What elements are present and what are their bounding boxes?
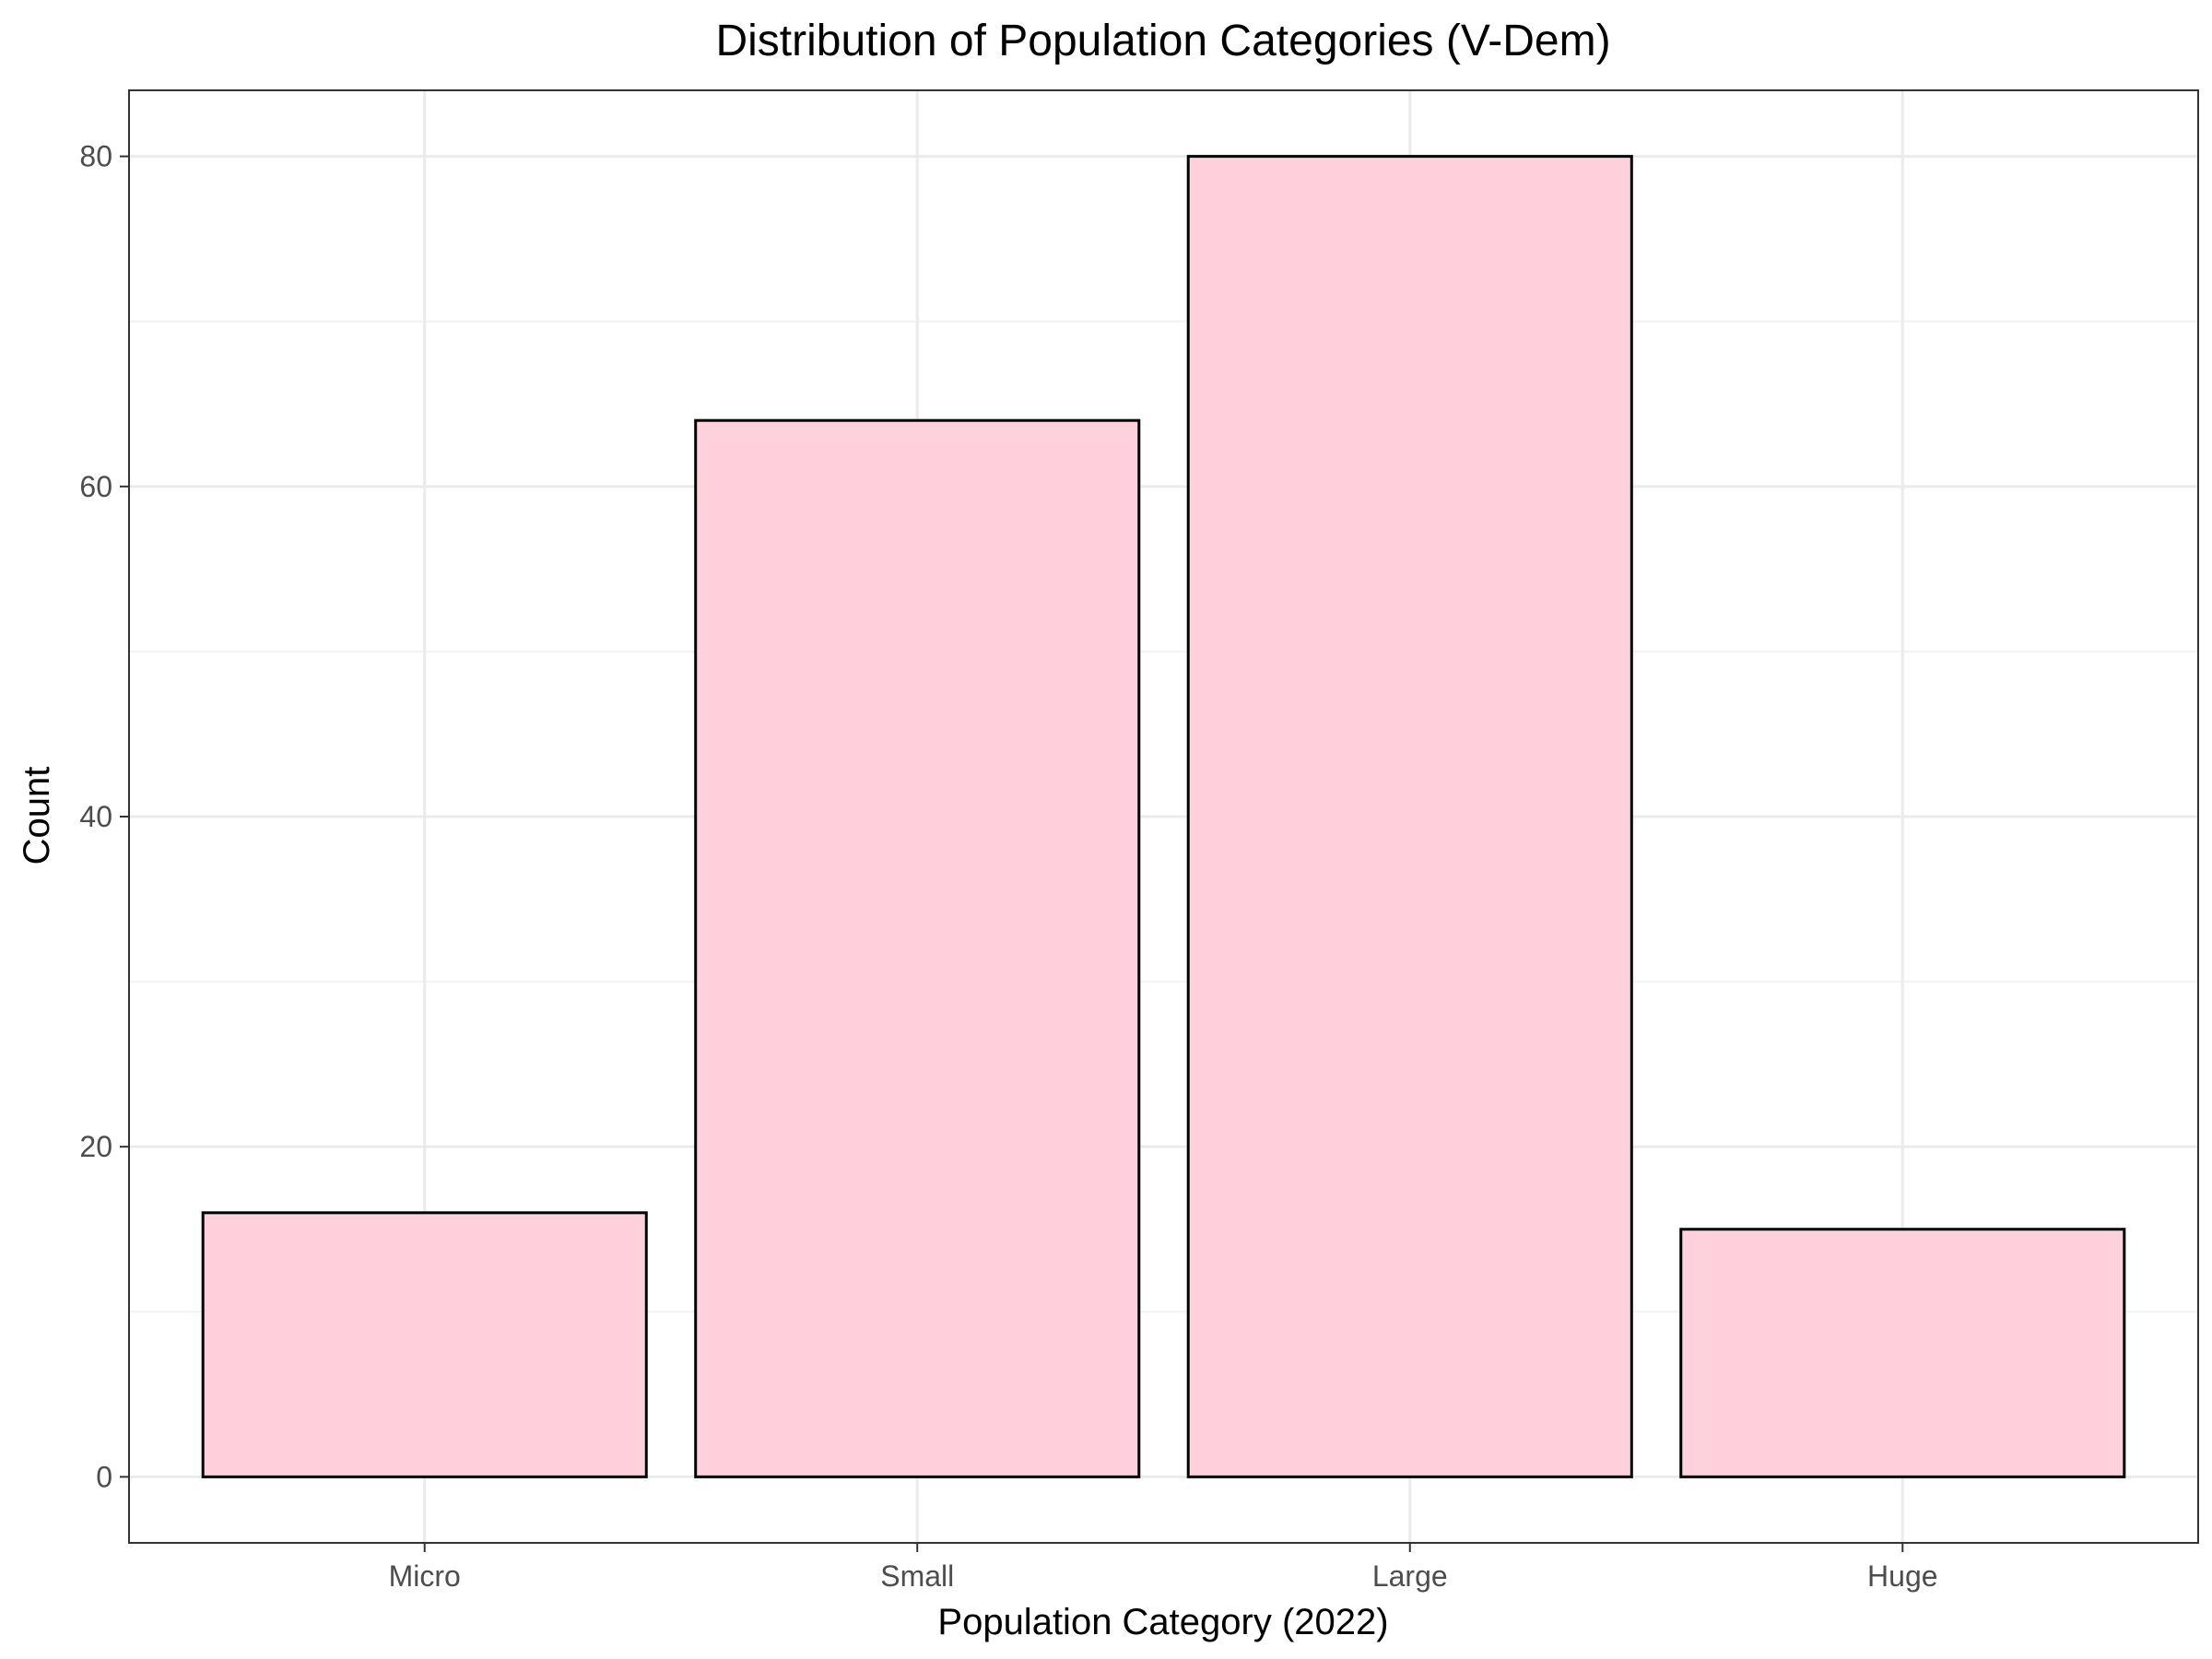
y-tick-label: 60 bbox=[79, 470, 112, 503]
y-axis-title: Count bbox=[17, 767, 57, 865]
x-tick-label-small: Small bbox=[880, 1559, 954, 1593]
y-axis: 0 20 40 60 80 bbox=[79, 140, 129, 1493]
bars bbox=[201, 155, 2126, 1478]
bar-micro bbox=[201, 1211, 648, 1478]
x-tick-label-large: Large bbox=[1372, 1559, 1448, 1593]
y-tick-label: 40 bbox=[79, 800, 112, 833]
x-axis: Micro Small Large Huge bbox=[389, 1543, 1938, 1593]
y-tick-label: 0 bbox=[96, 1460, 112, 1493]
x-tick-label-huge: Huge bbox=[1867, 1559, 1938, 1593]
chart-title: Distribution of Population Categories (V… bbox=[715, 17, 1610, 65]
x-tick-label-micro: Micro bbox=[389, 1559, 461, 1593]
y-tick-label: 20 bbox=[79, 1130, 112, 1163]
bar-large bbox=[1186, 155, 1633, 1478]
bar-huge bbox=[1679, 1228, 2126, 1478]
bar-small bbox=[694, 418, 1141, 1478]
y-tick-label: 80 bbox=[79, 140, 112, 173]
x-axis-title: Population Category (2022) bbox=[937, 1602, 1388, 1642]
